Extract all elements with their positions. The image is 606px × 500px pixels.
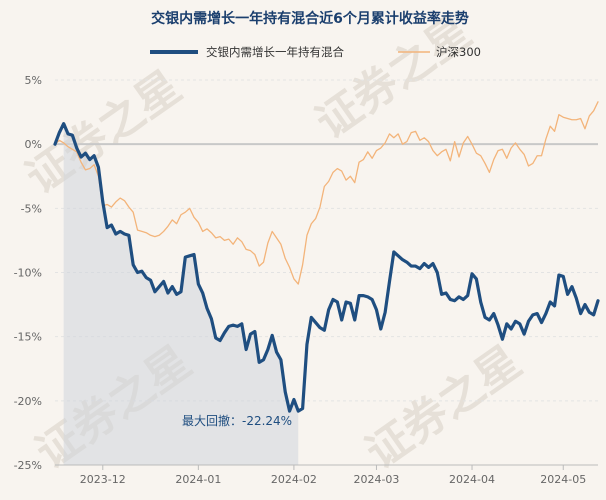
series-line-fund [53, 122, 600, 413]
axes-layer [55, 464, 598, 470]
legend-label-fund: 交银内需增长一年持有混合 [206, 45, 344, 59]
y-tick-label: -5% [21, 202, 42, 215]
watermark-text: 证券之星 [357, 336, 530, 479]
watermark-text: 证券之星 [307, 6, 480, 149]
x-tick-label: 2024-01 [175, 473, 221, 486]
y-tick-label: -25% [14, 459, 42, 472]
x-tick-label: 2024-03 [353, 473, 399, 486]
y-tick-label: 5% [25, 74, 42, 87]
label-layer: 5% 0% -5% -10% -15% -20% -25% 2023-12 2024-01 202… [14, 74, 587, 486]
y-tick-label: -10% [14, 267, 42, 280]
series-line-hs300 [54, 101, 599, 285]
max-drawdown-annotation: 最大回撤：-22.24% [182, 413, 292, 428]
series-layer [53, 101, 600, 413]
drawdown-area [63, 123, 299, 465]
x-tick-label: 2023-12 [80, 473, 126, 486]
legend: 交银内需增长一年持有混合 沪深300 [150, 45, 481, 59]
x-tick-label: 2024-05 [540, 473, 586, 486]
legend-label-hs300: 沪深300 [436, 45, 481, 59]
x-tick-label: 2024-02 [271, 473, 317, 486]
chart-title: 交银内需增长一年持有混合近6个月累计收益率走势 [151, 10, 469, 27]
x-tick-label: 2024-04 [449, 473, 495, 486]
y-tick-label: -15% [14, 331, 42, 344]
y-tick-label: 0% [25, 138, 42, 151]
watermark-text: 证券之星 [17, 61, 190, 204]
y-tick-label: -20% [14, 395, 42, 408]
drawdown-area-layer [63, 123, 299, 465]
